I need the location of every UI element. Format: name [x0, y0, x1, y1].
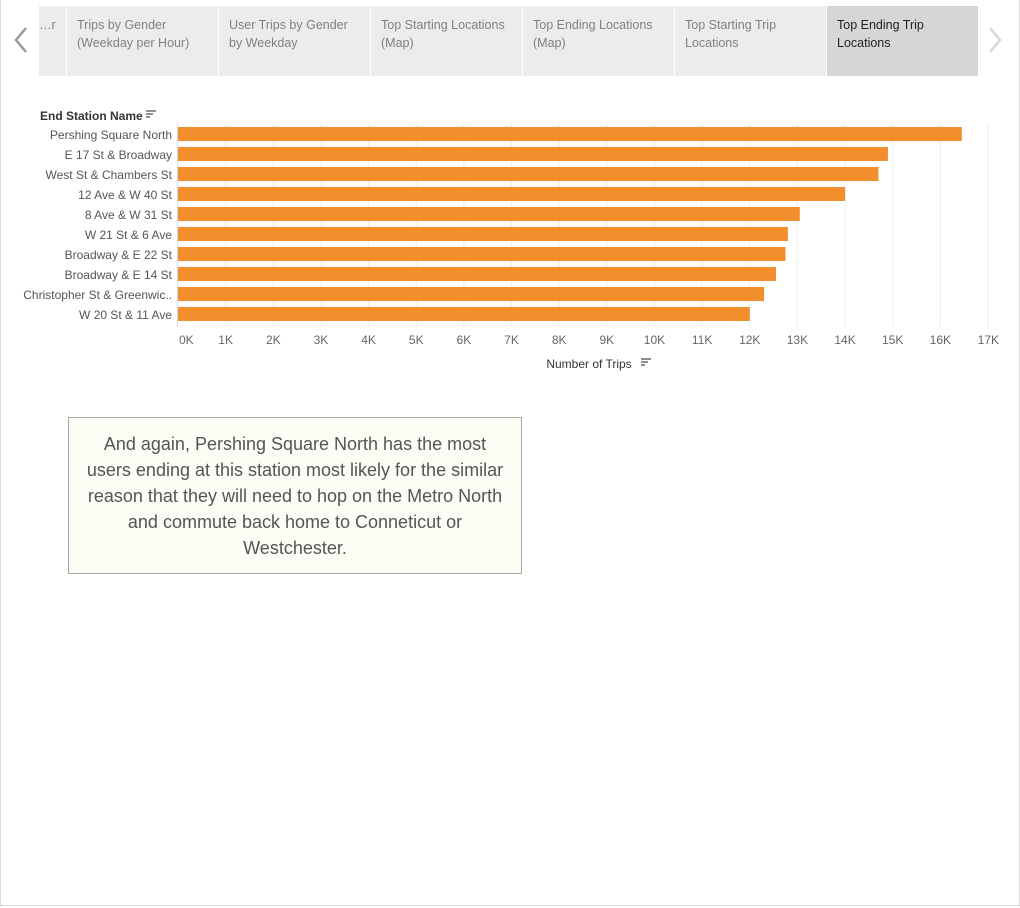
x-tick-label: 11K [692, 333, 712, 347]
x-tick-label: 4K [361, 333, 376, 347]
sort-descending-icon [641, 358, 651, 366]
bar [178, 207, 800, 221]
category-label: W 21 St & 6 Ave [85, 228, 172, 242]
story-navigator: …r Trips by Gender (Weekday per Hour) User… [0, 0, 1020, 80]
category-label: Christopher St & Greenwic.. [23, 288, 172, 302]
bar [178, 187, 846, 201]
category-label: Broadway & E 14 St [65, 268, 173, 282]
chevron-right-icon[interactable] [982, 22, 1008, 58]
story-tab[interactable]: Trips by Gender (Weekday per Hour) [67, 6, 218, 76]
x-tick-label: 14K [834, 333, 855, 347]
category-label: E 17 St & Broadway [65, 148, 172, 162]
x-tick-label: 6K [457, 333, 472, 347]
x-tick-label: 0K [179, 333, 194, 347]
bar [178, 267, 776, 281]
bar [178, 247, 786, 261]
category-label: Pershing Square North [50, 128, 172, 142]
chevron-left-icon[interactable] [8, 22, 34, 58]
category-label: 12 Ave & W 40 St [78, 188, 172, 202]
sort-descending-icon [146, 110, 156, 118]
x-tick-label: 7K [504, 333, 519, 347]
category-label: West St & Chambers St [46, 168, 173, 182]
story-tab-label: …r [39, 18, 56, 32]
bar [178, 147, 888, 161]
x-tick-label: 5K [409, 333, 424, 347]
x-tick-label: 8K [552, 333, 567, 347]
bar [178, 227, 788, 241]
bar [178, 127, 962, 141]
story-tab-partial[interactable]: …r [39, 6, 66, 76]
caption-box: And again, Pershing Square North has the… [68, 417, 522, 574]
story-tab-label: Top Starting Trip Locations [685, 18, 777, 50]
bar [178, 287, 765, 301]
x-tick-label: 2K [266, 333, 281, 347]
story-tab-label: Top Ending Locations (Map) [533, 18, 653, 50]
x-tick-label: 17K [978, 333, 999, 347]
story-tab[interactable]: Top Ending Locations (Map) [523, 6, 674, 76]
bar [178, 167, 879, 181]
x-tick-label: 13K [787, 333, 808, 347]
story-tab[interactable]: User Trips by Gender by Weekday [219, 6, 370, 76]
story-tab-label: Top Ending Trip Locations [837, 18, 924, 50]
x-tick-label: 10K [644, 333, 665, 347]
category-label: Broadway & E 22 St [65, 248, 173, 262]
category-label: W 20 St & 11 Ave [79, 308, 172, 322]
story-tab-label: Top Starting Locations (Map) [381, 18, 505, 50]
x-tick-label: 15K [882, 333, 903, 347]
bar-chart: End Station Name Pershing Square North E 1… [23, 109, 999, 371]
story-tabs: …r Trips by Gender (Weekday per Hour) User… [39, 6, 978, 76]
x-axis-title: Number of Trips [546, 357, 631, 371]
bar [178, 307, 750, 321]
story-tab[interactable]: Top Ending Trip Locations [827, 6, 978, 76]
story-tab[interactable]: Top Starting Trip Locations [675, 6, 826, 76]
x-tick-label: 1K [218, 333, 233, 347]
x-tick-label: 9K [599, 333, 614, 347]
caption-text: And again, Pershing Square North has the… [86, 433, 504, 558]
x-tick-label: 3K [314, 333, 329, 347]
story-tab[interactable]: Top Starting Locations (Map) [371, 6, 522, 76]
row-header: End Station Name [40, 109, 143, 123]
category-label: 8 Ave & W 31 St [85, 208, 173, 222]
x-tick-label: 16K [930, 333, 951, 347]
story-tab-label: User Trips by Gender by Weekday [229, 18, 348, 50]
story-tab-label: Trips by Gender (Weekday per Hour) [77, 18, 190, 50]
x-tick-label: 12K [739, 333, 760, 347]
